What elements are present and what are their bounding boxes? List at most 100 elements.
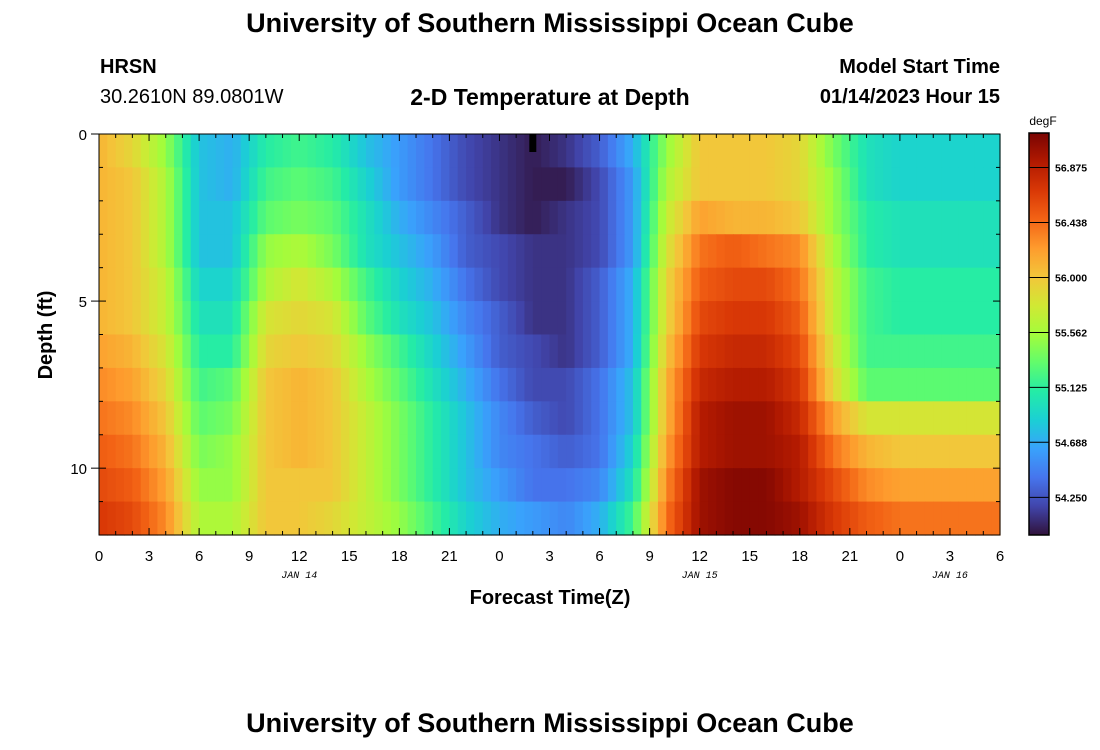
heatmap-cell: [282, 334, 292, 369]
heatmap-cell: [332, 167, 342, 202]
heatmap-cell: [824, 267, 834, 302]
heatmap-cell: [491, 334, 501, 369]
heatmap-cell: [783, 501, 793, 536]
heatmap-cell: [399, 501, 409, 536]
heatmap-cell: [858, 468, 868, 503]
heatmap-cell: [340, 234, 350, 269]
heatmap-cell: [491, 267, 501, 302]
heatmap-cell: [365, 167, 375, 202]
heatmap-cell: [249, 200, 259, 235]
heatmap-cell: [174, 167, 184, 202]
heatmap-cell: [232, 267, 242, 302]
heatmap-cell: [974, 134, 984, 169]
heatmap-cell: [591, 434, 601, 469]
heatmap-cell: [282, 367, 292, 402]
heatmap-cell: [749, 301, 759, 336]
heatmap-cell: [174, 468, 184, 503]
heatmap-cell: [349, 200, 359, 235]
heatmap-cell: [149, 401, 158, 436]
heatmap-cell: [199, 468, 209, 503]
heatmap-cell: [132, 334, 142, 369]
heatmap-cell: [783, 434, 793, 469]
heatmap-cell: [474, 401, 484, 436]
heatmap-cell: [824, 334, 834, 369]
heatmap-cell: [766, 367, 776, 402]
heatmap-cell: [566, 501, 576, 536]
heatmap-cell: [841, 167, 851, 202]
heatmap-cell: [407, 434, 417, 469]
heatmap-cell: [507, 134, 517, 169]
heatmap-cell: [407, 200, 417, 235]
heatmap-cell: [808, 501, 818, 536]
heatmap-cell: [557, 301, 567, 336]
heatmap-cell: [566, 301, 576, 336]
heatmap-cell: [708, 468, 717, 503]
y-tick-label: 0: [79, 127, 87, 144]
x-tick-label: 6: [996, 548, 1004, 565]
heatmap-cell: [215, 334, 225, 369]
current-time-marker: [529, 134, 537, 152]
heatmap-cell: [716, 267, 726, 302]
heatmap-cell: [841, 501, 851, 536]
heatmap-cell: [649, 501, 659, 536]
heatmap-cell: [974, 167, 984, 202]
station-coordinates: 30.2610N 89.0801W: [100, 86, 284, 108]
heatmap-cell: [365, 301, 375, 336]
heatmap-cell: [607, 501, 617, 536]
heatmap-cell: [557, 434, 567, 469]
heatmap-cell: [299, 501, 309, 536]
heatmap-cell: [349, 468, 359, 503]
heatmap-cell: [624, 434, 634, 469]
heatmap-cell: [691, 200, 701, 235]
heatmap-cell: [916, 468, 926, 503]
heatmap-cell: [165, 167, 175, 202]
heatmap-cell: [365, 501, 375, 536]
heatmap-cell: [632, 334, 642, 369]
heatmap-cell: [499, 367, 509, 402]
heatmap-cell: [157, 334, 167, 369]
heatmap-cell: [649, 267, 659, 302]
heatmap-cell: [282, 434, 292, 469]
heatmap-cell: [708, 167, 717, 202]
heatmap-cell: [566, 367, 576, 402]
heatmap-cell: [165, 334, 175, 369]
heatmap-cell: [124, 334, 133, 369]
heatmap-cell: [265, 234, 275, 269]
heatmap-cell: [991, 167, 1001, 202]
heatmap-cell: [357, 501, 367, 536]
heatmap-cell: [949, 501, 959, 536]
heatmap-cell: [541, 434, 551, 469]
heatmap-cell: [816, 301, 826, 336]
heatmap-cell: [432, 334, 442, 369]
heatmap-cell: [315, 434, 325, 469]
heatmap-cell: [399, 367, 409, 402]
heatmap-cell: [574, 200, 584, 235]
heatmap-cell: [516, 334, 526, 369]
heatmap-cell: [641, 501, 651, 536]
heatmap-cell: [424, 267, 434, 302]
heatmap-cell: [299, 267, 309, 302]
heatmap-cell: [282, 301, 292, 336]
heatmap-cell: [758, 501, 767, 536]
heatmap-cell: [140, 234, 150, 269]
heatmap-cell: [165, 468, 175, 503]
heatmap-cell: [991, 200, 1001, 235]
heatmap-cell: [340, 367, 350, 402]
heatmap-cell: [491, 468, 501, 503]
heatmap-cell: [716, 434, 726, 469]
heatmap-cell: [983, 501, 993, 536]
heatmap-cell: [374, 234, 384, 269]
heatmap-cell: [407, 301, 417, 336]
heatmap-cell: [599, 334, 609, 369]
heatmap-cell: [499, 434, 509, 469]
heatmap-cell: [274, 501, 284, 536]
heatmap-cell: [424, 134, 434, 169]
heatmap-cell: [841, 401, 851, 436]
heatmap-cell: [190, 501, 200, 536]
heatmap-cell: [557, 501, 567, 536]
heatmap-cell: [399, 468, 409, 503]
heatmap-cell: [749, 401, 759, 436]
heatmap-cell: [257, 401, 267, 436]
heatmap-cell: [107, 167, 117, 202]
heatmap-cell: [332, 434, 342, 469]
